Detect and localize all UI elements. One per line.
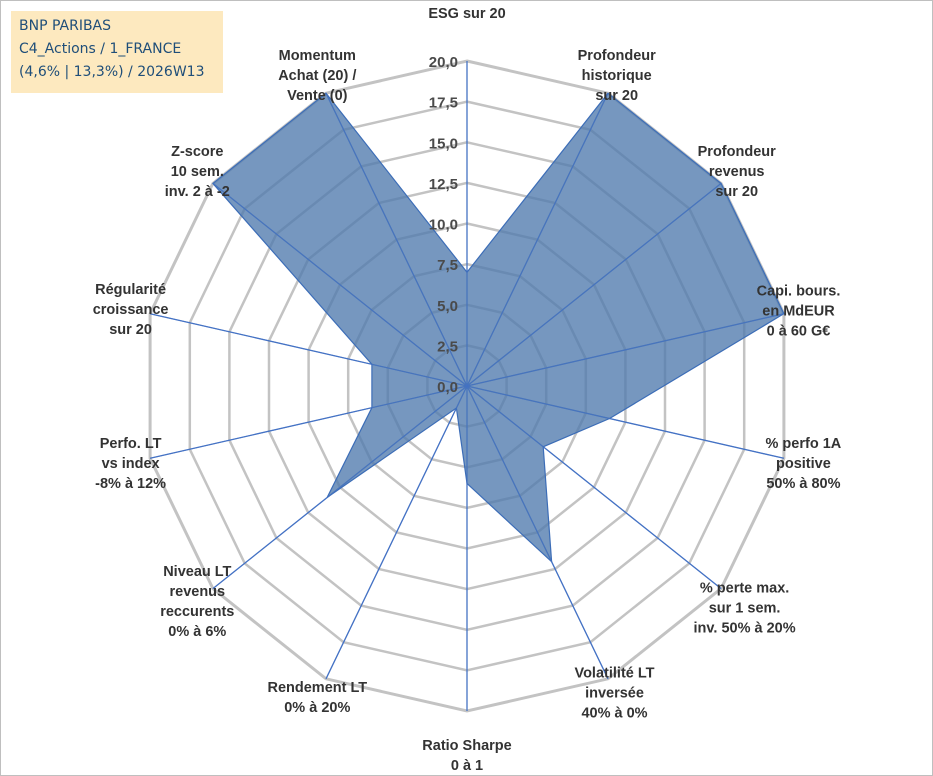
axis-label-line: Momentum (279, 48, 356, 64)
company-name: BNP PARIBAS (19, 18, 112, 34)
axis-label-line: Note (451, 1, 483, 2)
axis-label-line: Profondeur (578, 48, 656, 64)
axis-spoke-overlay (466, 385, 722, 589)
axis-label-line: 0 à 1 (451, 758, 483, 774)
axis-label-line: vs index (102, 456, 160, 472)
axis-label-line: Ratio Sharpe (422, 738, 511, 754)
axis-label: Capi. bours. en MdEUR 0 à 60 G€ (757, 283, 841, 339)
axis-label-line: % perte max. (700, 580, 789, 596)
axis-label: Note ESG sur 20 (428, 1, 505, 22)
axis-label-line: reccurents (160, 604, 234, 620)
axis-label-line: 40% à 0% (581, 705, 647, 721)
axis-label: Profondeur historique sur 20 (578, 48, 656, 104)
axis-spoke-overlay (325, 92, 468, 387)
axis-label: Z-score 10 sem. inv. 2 à -2 (165, 144, 230, 200)
axis-label-line: -8% à 12% (95, 476, 166, 492)
axis-label-line: 10 sem. (171, 164, 224, 180)
label-layer: Note ESG sur 20 Profondeur historique sur 20… (93, 1, 842, 774)
axis-label-line: croissance (93, 302, 169, 318)
axis-label: % perfo 1A positive 50% à 80% (766, 436, 842, 492)
tick-label: 20,0 (429, 54, 458, 71)
axis-label-line: revenus (169, 584, 225, 600)
tick-layer: 0,0 2,5 5,0 7,5 10,0 12,5 15,0 17,5 20,0 (429, 54, 458, 396)
axis-label-line: Volatilité LT (574, 665, 654, 681)
axis-label-line: en MdEUR (762, 303, 835, 319)
tick-label: 2,5 (437, 338, 458, 355)
tick-label: 5,0 (437, 298, 458, 315)
axis-label-line: Rendement LT (267, 680, 367, 696)
axis-label: Régularité croissance sur 20 (93, 282, 169, 338)
axis-label-line: % perfo 1A (766, 436, 842, 452)
axis-spoke-overlay (466, 313, 785, 387)
axis-label-line: 0 à 60 G€ (767, 323, 831, 339)
axis-label-line: inv. 50% à 20% (694, 620, 796, 636)
axis-label-line: Régularité (95, 282, 166, 298)
axis-spoke-overlay (212, 183, 468, 387)
axis-label-line: 0% à 6% (168, 624, 226, 640)
category-label: C4_Actions / 1_FRANCE (19, 41, 182, 57)
axis-spoke-overlay (466, 385, 785, 459)
axis-label: Momentum Achat (20) / Vente (0) (278, 48, 356, 104)
tick-label: 12,5 (429, 176, 458, 193)
axis-label: Profondeur revenus sur 20 (698, 144, 776, 200)
axis-label-line: inv. 2 à -2 (165, 184, 230, 200)
axis-label-line: sur 1 sem. (709, 600, 781, 616)
axis-label-line: sur 20 (715, 184, 758, 200)
axis-spoke-overlay (149, 385, 468, 459)
axis-spoke-overlay (466, 92, 609, 387)
axis-label-line: sur 20 (595, 88, 638, 104)
series-layer (149, 61, 785, 711)
axis-label-line: 50% à 80% (766, 476, 840, 492)
axis-label-line: revenus (709, 164, 765, 180)
axis-label-line: sur 20 (109, 322, 152, 338)
axis-spoke-overlay (466, 183, 722, 387)
axis-label: Ratio Sharpe 0 à 1 (422, 738, 511, 774)
axis-spoke-overlay (212, 385, 468, 589)
axis-label-line: 0% à 20% (284, 700, 350, 716)
period-label: (4,6% | 13,3%) / 2026W13 (19, 64, 205, 80)
axis-spoke-overlay (149, 313, 468, 387)
axis-label: Volatilité LT inversée 40% à 0% (574, 665, 654, 721)
axis-label-line: positive (776, 456, 831, 472)
axis-label-line: historique (582, 68, 652, 84)
tick-label: 7,5 (437, 257, 458, 274)
axis-label-line: Perfo. LT (100, 436, 162, 452)
axis-spoke-overlay (325, 385, 468, 680)
axis-label: Niveau LT revenus reccurents 0% à 6% (160, 564, 234, 640)
axis-label-line: Vente (0) (287, 88, 348, 104)
axis-label: Perfo. LT vs index -8% à 12% (95, 436, 166, 492)
axis-spoke-overlay (466, 385, 609, 680)
axis-label-line: Profondeur (698, 144, 776, 160)
tick-label: 10,0 (429, 217, 458, 234)
axis-label-line: Niveau LT (163, 564, 231, 580)
tick-label: 17,5 (429, 95, 458, 112)
axis-label-line: inversée (585, 685, 644, 701)
axis-label: % perte max. sur 1 sem. inv. 50% à 20% (694, 580, 796, 636)
axis-label-line: Z-score (171, 144, 223, 160)
axis-label-line: Achat (20) / (278, 68, 356, 84)
axis-label: Rendement LT 0% à 20% (267, 680, 367, 716)
info-box: BNP PARIBAS C4_Actions / 1_FRANCE (4,6% … (11, 11, 223, 93)
axis-label-line: Capi. bours. (757, 283, 841, 299)
axis-label-line: ESG sur 20 (428, 6, 505, 22)
tick-label: 0,0 (437, 379, 458, 396)
tick-label: 15,0 (429, 135, 458, 152)
